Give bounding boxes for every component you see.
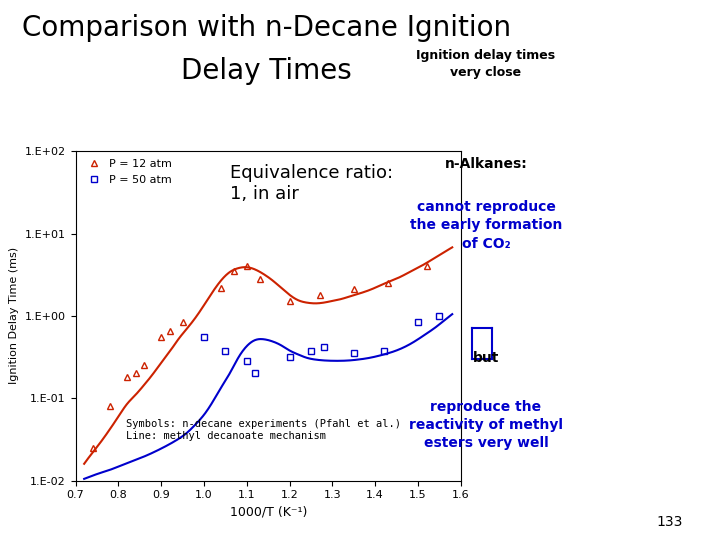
Text: Comparison with n-Decane Ignition: Comparison with n-Decane Ignition xyxy=(22,14,511,42)
Text: 133: 133 xyxy=(657,515,683,529)
Text: but: but xyxy=(473,351,499,365)
Legend: P = 12 atm, P = 50 atm: P = 12 atm, P = 50 atm xyxy=(81,157,174,187)
Text: n-Alkanes:: n-Alkanes: xyxy=(445,157,527,171)
Text: cannot reproduce
the early formation
of CO₂: cannot reproduce the early formation of … xyxy=(410,200,562,251)
Y-axis label: Ignition Delay Time (ms): Ignition Delay Time (ms) xyxy=(9,247,19,384)
Text: Symbols: n-decane experiments (Pfahl et al.)
Line: methyl decanoate mechanism: Symbols: n-decane experiments (Pfahl et … xyxy=(126,420,400,441)
X-axis label: 1000/T (K⁻¹): 1000/T (K⁻¹) xyxy=(230,506,307,519)
Text: Ignition delay times
very close: Ignition delay times very close xyxy=(416,49,556,79)
Text: Equivalence ratio:
1, in air: Equivalence ratio: 1, in air xyxy=(230,164,393,203)
Text: reproduce the
reactivity of methyl
esters very well: reproduce the reactivity of methyl ester… xyxy=(409,400,563,450)
Text: Delay Times: Delay Times xyxy=(181,57,352,85)
